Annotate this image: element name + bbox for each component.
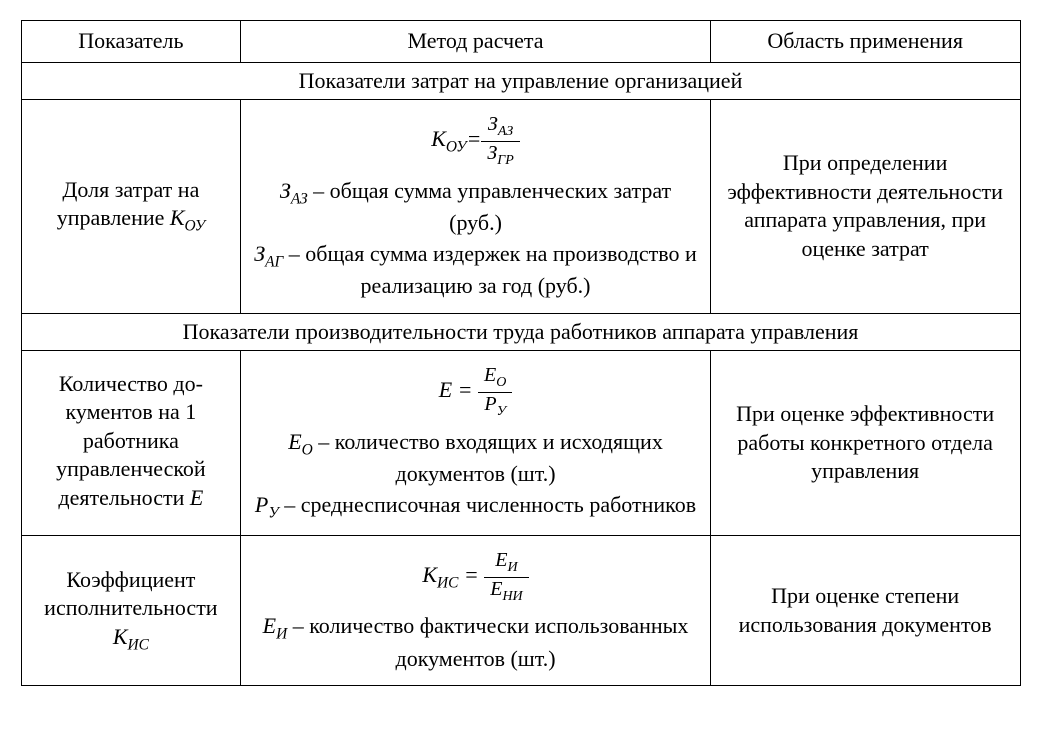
indicator-sub: ОУ xyxy=(185,218,206,235)
frac-den: Е xyxy=(490,578,502,600)
var-text: – общая сумма издержек на произ­водство … xyxy=(283,241,697,298)
var-sym: З xyxy=(280,178,291,203)
var-text: – количество входящих и исходящих докуме… xyxy=(313,429,663,486)
method-cell: Е = ЕОРУ ЕО – количество входящих и исхо… xyxy=(241,351,711,536)
var-desc: ЕИ – количество фактически использо­ванн… xyxy=(251,612,700,673)
frac-den-sub: У xyxy=(497,404,506,419)
section-row-1: Показатели затрат на управление организа… xyxy=(21,62,1020,100)
var-sub: И xyxy=(276,626,287,643)
var-sub: АЗ xyxy=(291,190,308,207)
formula: КОУ=ЗАЗЗГР xyxy=(251,114,700,168)
indicator-text: Количество до­кументов на 1 работника уп… xyxy=(56,371,206,510)
fraction: ЗАЗЗГР xyxy=(481,114,519,168)
var-desc: ЗАЗ – общая сумма управленческих за­трат… xyxy=(251,177,700,238)
indicator-sub: ИС xyxy=(127,636,148,653)
var-sym: З xyxy=(254,241,265,266)
section-2-title: Показатели производительности труда рабо… xyxy=(21,313,1020,351)
indicator-cell: Количество до­кументов на 1 работника уп… xyxy=(21,351,241,536)
indicator-text: Коэффициент исполнительно­сти xyxy=(44,567,217,621)
frac-num-sub: О xyxy=(496,375,506,390)
var-sym: Е xyxy=(288,429,301,454)
var-sub: АГ xyxy=(265,253,283,270)
table-row: Коэффициент исполнительно­сти КИС КИС = … xyxy=(21,535,1020,685)
var-desc: ЕО – количество входящих и исходящих док… xyxy=(251,428,700,489)
section-1-title: Показатели затрат на управление организа… xyxy=(21,62,1020,100)
formula-lhs: К xyxy=(422,562,437,587)
header-application: Область применения xyxy=(710,21,1020,63)
application-cell: При оценке эффек­тивности работы конкрет… xyxy=(710,351,1020,536)
frac-den: З xyxy=(487,142,497,164)
formula: Е = ЕОРУ xyxy=(251,365,700,419)
table-row: Количество до­кументов на 1 работника уп… xyxy=(21,351,1020,536)
header-indicator: Показатель xyxy=(21,21,241,63)
formula-eq: = xyxy=(466,126,481,151)
formula-eq: = xyxy=(452,377,478,402)
var-sub: У xyxy=(268,504,278,521)
indicator-cell: Коэффициент исполнительно­сти КИС xyxy=(21,535,241,685)
formula: КИС = ЕИЕНИ xyxy=(251,550,700,604)
frac-num: Е xyxy=(484,364,496,386)
var-desc: РУ – среднесписочная численность ра­ботн… xyxy=(251,491,700,523)
indicator-sym: К xyxy=(170,205,185,230)
frac-den: Р xyxy=(484,393,496,415)
var-sym: Р xyxy=(255,492,268,517)
application-cell: При оценке степе­ни использования докуме… xyxy=(710,535,1020,685)
frac-num-sub: АЗ xyxy=(498,124,513,139)
method-cell: КОУ=ЗАЗЗГР ЗАЗ – общая сумма управленчес… xyxy=(241,100,711,313)
var-sub: О xyxy=(302,441,313,458)
var-text: – количество фактически использо­ванных … xyxy=(287,613,688,670)
indicator-sym: К xyxy=(113,624,128,649)
frac-num: Е xyxy=(495,549,507,571)
formula-eq: = xyxy=(458,562,484,587)
frac-den-sub: ГР xyxy=(497,153,514,168)
var-text: – среднесписочная численность ра­ботнико… xyxy=(279,492,696,517)
method-cell: КИС = ЕИЕНИ ЕИ – количество фактически и… xyxy=(241,535,711,685)
fraction: ЕОРУ xyxy=(478,365,512,419)
var-text: – общая сумма управленческих за­трат (ру… xyxy=(308,178,672,235)
metrics-table: Показатель Метод расчета Область примене… xyxy=(21,20,1021,686)
frac-den-sub: НИ xyxy=(502,589,522,604)
header-row: Показатель Метод расчета Область примене… xyxy=(21,21,1020,63)
formula-lhs-sub: ОУ xyxy=(446,139,467,156)
table-row: Доля затрат на управление КОУ КОУ=ЗАЗЗГР… xyxy=(21,100,1020,313)
indicator-cell: Доля затрат на управление КОУ xyxy=(21,100,241,313)
section-row-2: Показатели производительности труда рабо… xyxy=(21,313,1020,351)
formula-lhs: К xyxy=(431,126,446,151)
var-sym: Е xyxy=(263,613,276,638)
indicator-sym: Е xyxy=(190,485,203,510)
application-cell: При определении эффективности де­ятельно… xyxy=(710,100,1020,313)
frac-num: З xyxy=(488,113,498,135)
header-method: Метод расчета xyxy=(241,21,711,63)
fraction: ЕИЕНИ xyxy=(484,550,528,604)
var-desc: ЗАГ – общая сумма издержек на произ­водс… xyxy=(251,240,700,301)
frac-num-sub: И xyxy=(507,560,517,575)
formula-lhs-sub: ИС xyxy=(437,575,458,592)
formula-lhs: Е xyxy=(439,377,452,402)
